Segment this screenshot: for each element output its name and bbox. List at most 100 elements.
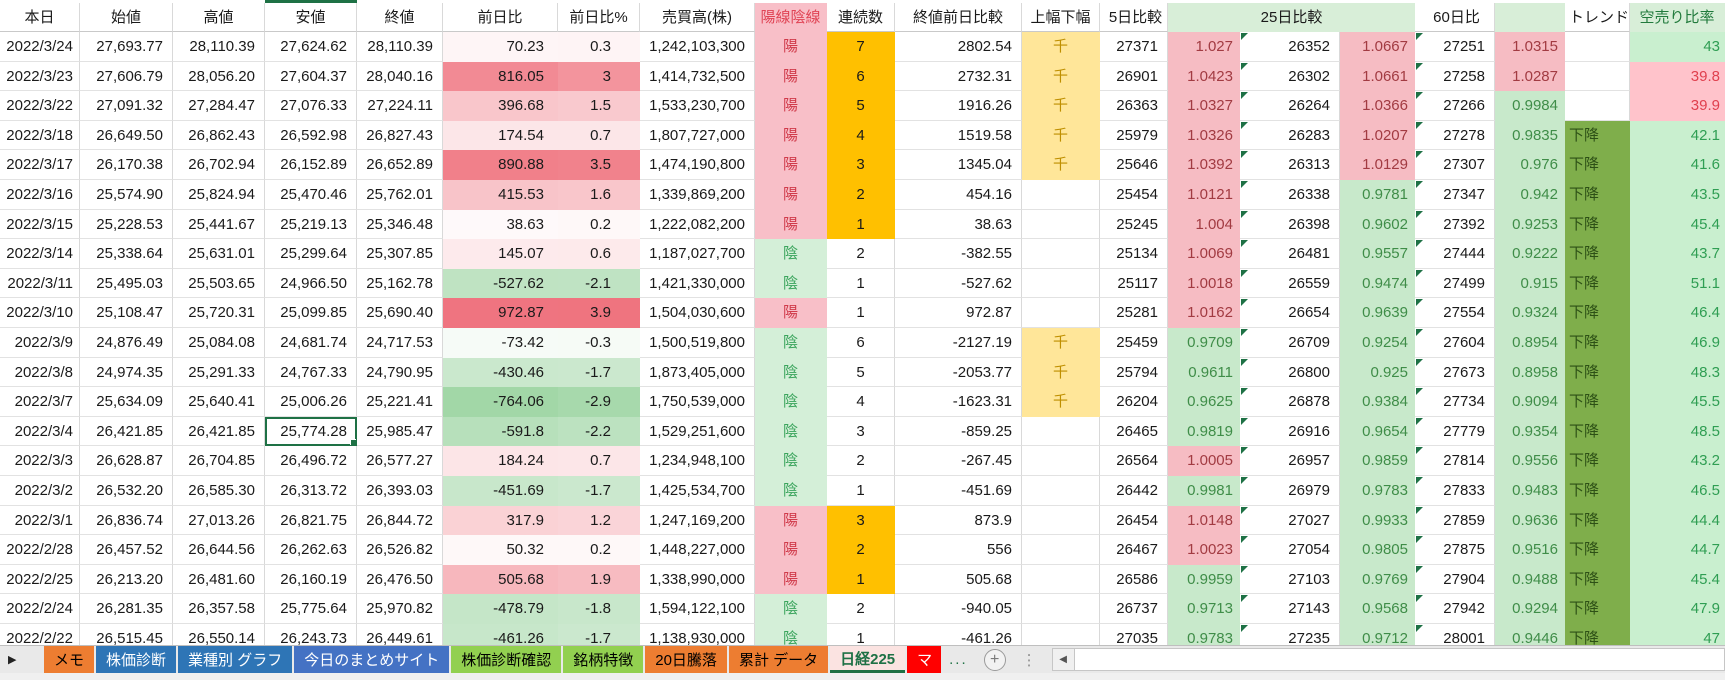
column-header-r5[interactable]	[1168, 3, 1240, 32]
cell-date[interactable]: 2022/3/10	[0, 298, 80, 328]
cell-r60[interactable]: 0.9222	[1495, 239, 1565, 269]
cell-d25[interactable]: 26979	[1240, 475, 1340, 506]
cell-closeDiff[interactable]: -461.26	[895, 623, 1022, 645]
cell-low[interactable]: 24,767.33	[265, 357, 357, 388]
cell-chgPct[interactable]: 0.3	[558, 32, 640, 62]
cell-candle[interactable]: 陽	[755, 505, 827, 536]
cell-chg[interactable]: -478.79	[443, 594, 558, 624]
sheet-tab-マ[interactable]: マ	[907, 646, 942, 673]
cell-d25[interactable]: 26957	[1240, 446, 1340, 476]
cell-close[interactable]: 25,690.40	[357, 298, 443, 328]
cell-chgPct[interactable]: 1.6	[558, 179, 640, 210]
cell-low[interactable]: 24,681.74	[265, 327, 357, 358]
cell-chgPct[interactable]: 1.2	[558, 505, 640, 536]
cell-streak[interactable]: 7	[827, 32, 895, 62]
cell-d5[interactable]: 26204	[1100, 387, 1168, 417]
cell-r60[interactable]: 0.9253	[1495, 209, 1565, 240]
cell-chgPct[interactable]: 1.9	[558, 564, 640, 595]
cell-candle[interactable]: 陰	[755, 594, 827, 624]
cell-open[interactable]: 26,421.85	[80, 416, 173, 447]
cell-r60[interactable]: 0.9483	[1495, 475, 1565, 506]
cell-d25[interactable]: 26352	[1240, 32, 1340, 62]
cell-r5[interactable]: 1.004	[1168, 209, 1240, 240]
cell-streak[interactable]: 3	[827, 416, 895, 447]
cell-candle[interactable]: 陰	[755, 387, 827, 417]
cell-d5[interactable]: 26363	[1100, 91, 1168, 121]
cell-r25[interactable]: 0.9639	[1340, 298, 1415, 328]
cell-trend[interactable]: 下降	[1565, 505, 1630, 536]
cell-short[interactable]: 46.5	[1630, 475, 1725, 506]
cell-r25[interactable]: 0.925	[1340, 357, 1415, 388]
cell-chg[interactable]: 70.23	[443, 32, 558, 62]
cell-streak[interactable]: 2	[827, 239, 895, 269]
cell-r5[interactable]: 1.0326	[1168, 120, 1240, 151]
sheet-tab-20日騰落[interactable]: 20日騰落	[645, 646, 727, 673]
cell-sen[interactable]	[1022, 298, 1100, 328]
cell-d60[interactable]: 27499	[1415, 268, 1495, 299]
cell-short[interactable]: 43	[1630, 32, 1725, 62]
cell-sen[interactable]	[1022, 594, 1100, 624]
cell-d25[interactable]: 26559	[1240, 268, 1340, 299]
cell-r5[interactable]: 0.9783	[1168, 623, 1240, 645]
cell-high[interactable]: 26,357.58	[173, 594, 265, 624]
cell-r25[interactable]: 1.0667	[1340, 32, 1415, 62]
cell-date[interactable]: 2022/2/24	[0, 594, 80, 624]
cell-chgPct[interactable]: -1.7	[558, 623, 640, 645]
horizontal-scrollbar[interactable]: ◀	[1051, 648, 1725, 671]
cell-open[interactable]: 26,628.87	[80, 446, 173, 476]
cell-open[interactable]: 27,606.79	[80, 61, 173, 92]
cell-close[interactable]: 26,652.89	[357, 150, 443, 180]
cell-open[interactable]: 24,974.35	[80, 357, 173, 388]
cell-chg[interactable]: 317.9	[443, 505, 558, 536]
sheet-tab-銘柄特徴[interactable]: 銘柄特徴	[563, 646, 644, 673]
cell-sen[interactable]	[1022, 179, 1100, 210]
cell-short[interactable]: 47	[1630, 623, 1725, 645]
cell-closeDiff[interactable]: -451.69	[895, 475, 1022, 506]
cell-close[interactable]: 25,307.85	[357, 239, 443, 269]
cell-low[interactable]: 25,219.13	[265, 209, 357, 240]
cell-chg[interactable]: 415.53	[443, 179, 558, 210]
cell-volume[interactable]: 1,448,227,000	[640, 535, 755, 565]
cell-close[interactable]: 26,393.03	[357, 475, 443, 506]
cell-r60[interactable]: 0.9446	[1495, 623, 1565, 645]
cell-close[interactable]: 25,221.41	[357, 387, 443, 417]
cell-low[interactable]: 25,099.85	[265, 298, 357, 328]
cell-r60[interactable]: 0.9294	[1495, 594, 1565, 624]
cell-r60[interactable]: 0.9094	[1495, 387, 1565, 417]
cell-d25[interactable]: 26338	[1240, 179, 1340, 210]
cell-candle[interactable]: 陽	[755, 32, 827, 62]
cell-candle[interactable]: 陰	[755, 446, 827, 476]
cell-date[interactable]: 2022/3/22	[0, 91, 80, 121]
cell-sen[interactable]: 千	[1022, 387, 1100, 417]
cell-r25[interactable]: 1.0366	[1340, 91, 1415, 121]
cell-d25[interactable]: 26398	[1240, 209, 1340, 240]
cell-r5[interactable]: 1.0148	[1168, 505, 1240, 536]
cell-d60[interactable]: 27604	[1415, 327, 1495, 358]
cell-low[interactable]: 26,592.98	[265, 120, 357, 151]
cell-d5[interactable]: 26442	[1100, 475, 1168, 506]
cell-sen[interactable]	[1022, 623, 1100, 645]
cell-date[interactable]: 2022/3/11	[0, 268, 80, 299]
cell-streak[interactable]: 5	[827, 357, 895, 388]
cell-chg[interactable]: -591.8	[443, 416, 558, 447]
cell-trend[interactable]: 下降	[1565, 150, 1630, 180]
cell-candle[interactable]: 陰	[755, 416, 827, 447]
cell-short[interactable]: 42.1	[1630, 120, 1725, 151]
cell-r25[interactable]: 0.9654	[1340, 416, 1415, 447]
cell-streak[interactable]: 6	[827, 61, 895, 92]
cell-r25[interactable]: 0.9474	[1340, 268, 1415, 299]
sheet-tab-株価診断確認[interactable]: 株価診断確認	[451, 646, 562, 673]
cell-open[interactable]: 25,574.90	[80, 179, 173, 210]
cell-volume[interactable]: 1,338,990,000	[640, 564, 755, 595]
cell-chgPct[interactable]: -2.9	[558, 387, 640, 417]
cell-r25[interactable]: 0.9568	[1340, 594, 1415, 624]
cell-r5[interactable]: 0.9625	[1168, 387, 1240, 417]
cell-d5[interactable]: 26454	[1100, 505, 1168, 536]
cell-r5[interactable]: 0.9981	[1168, 475, 1240, 506]
cell-high[interactable]: 26,862.43	[173, 120, 265, 151]
cell-volume[interactable]: 1,529,251,600	[640, 416, 755, 447]
cell-d60[interactable]: 27444	[1415, 239, 1495, 269]
sheet-tab-メモ[interactable]: メモ	[44, 646, 95, 673]
cell-open[interactable]: 26,515.45	[80, 623, 173, 645]
cell-short[interactable]: 48.3	[1630, 357, 1725, 388]
